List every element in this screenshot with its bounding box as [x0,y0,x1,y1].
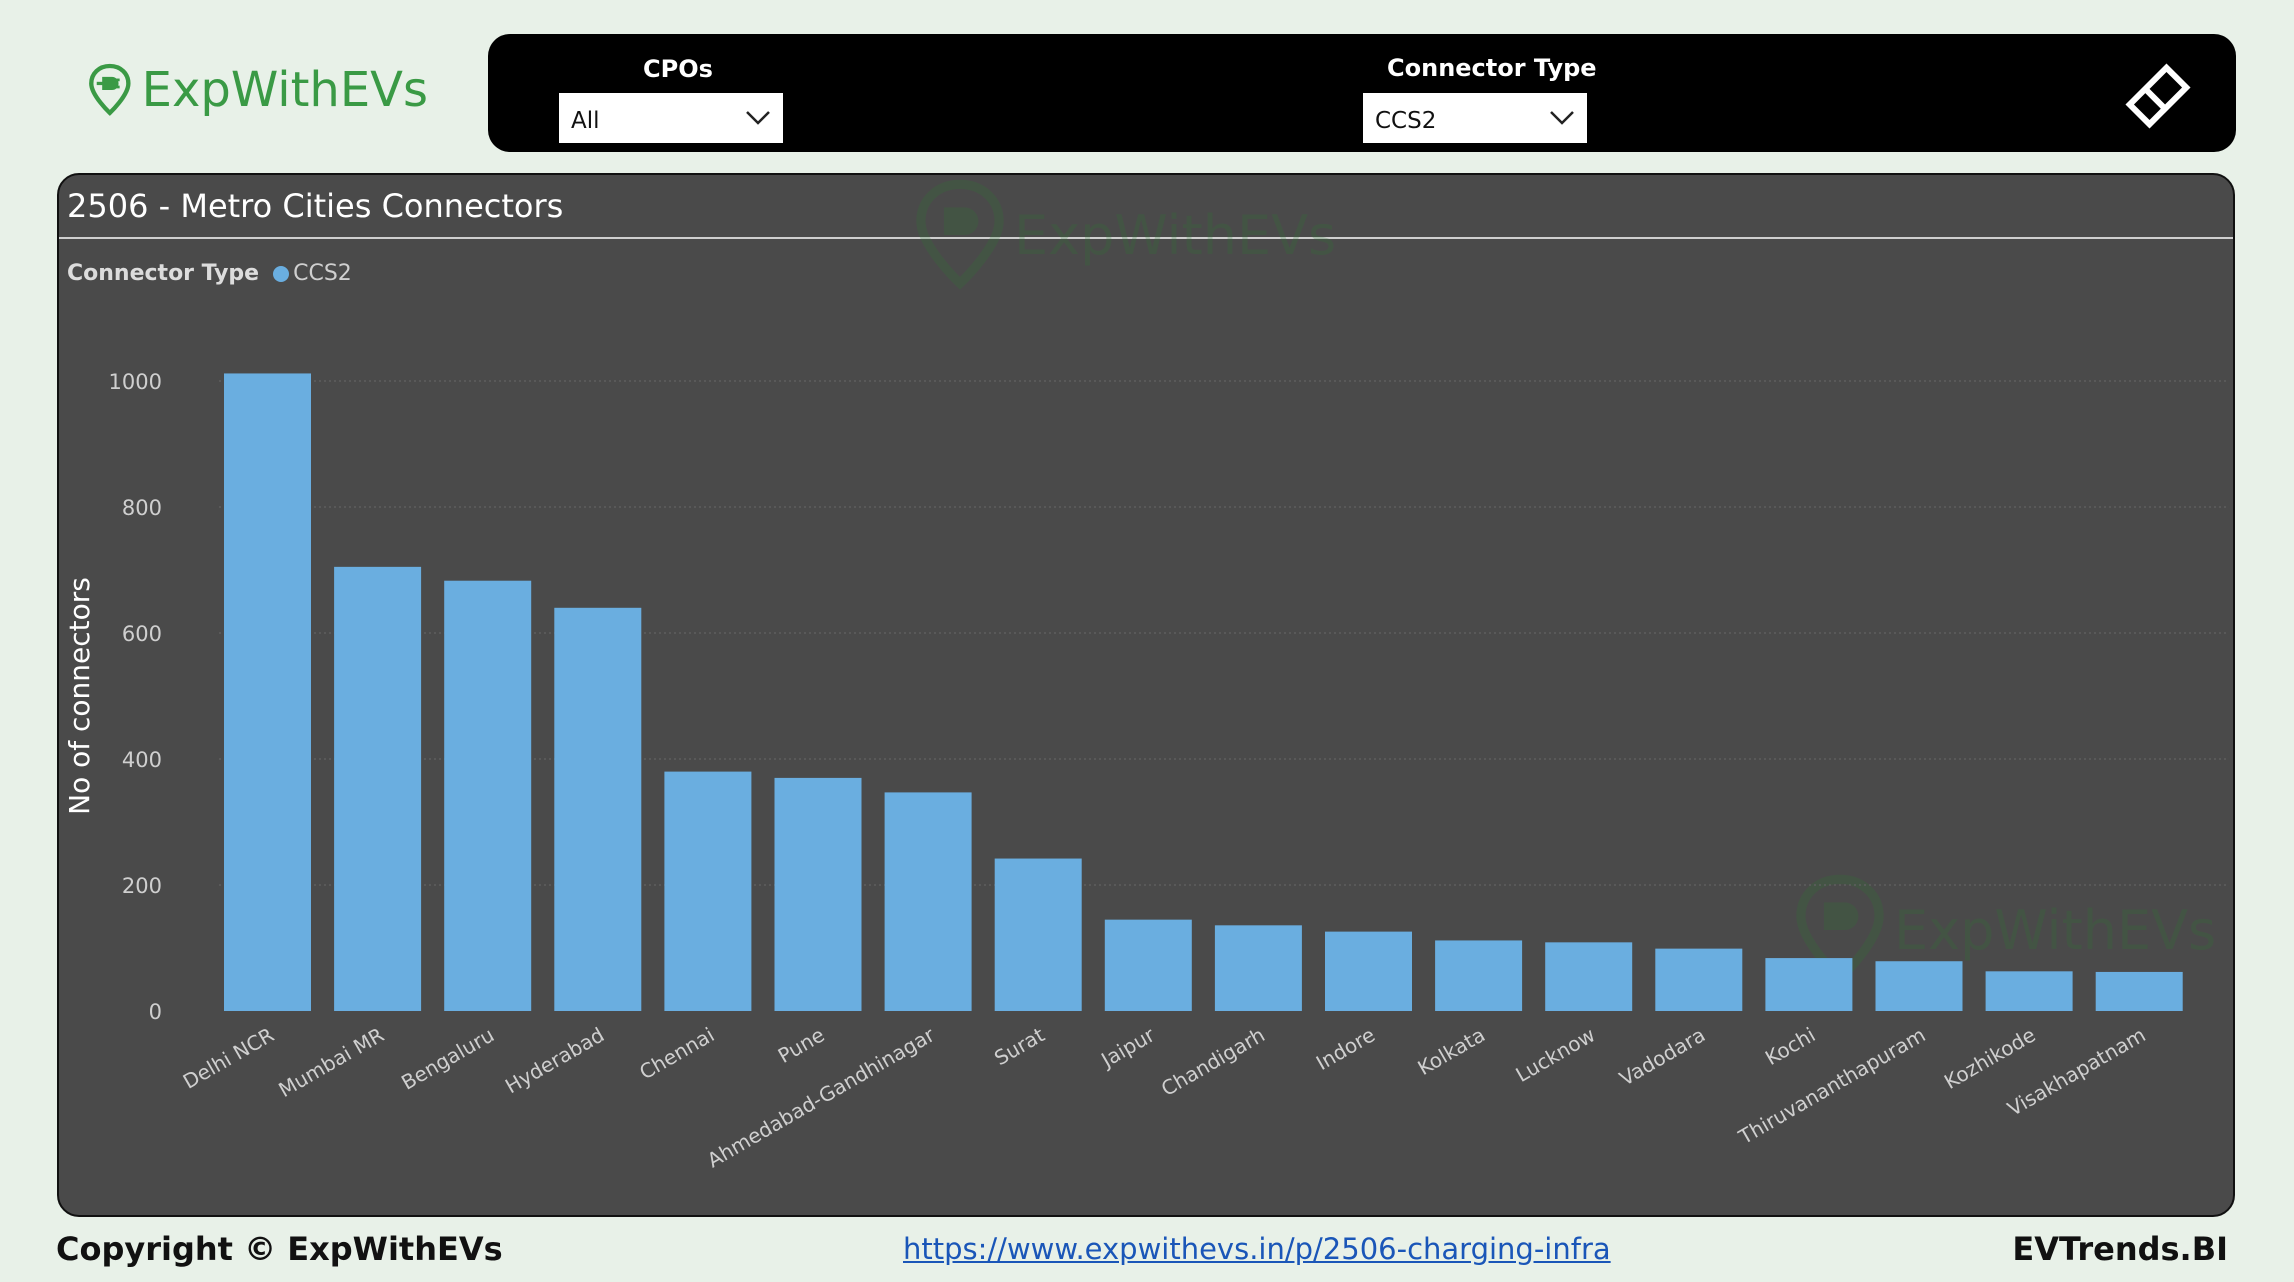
filter-bar: CPOs All Connector Type CCS2 [488,34,2236,152]
y-tick-label: 400 [122,748,162,772]
title-divider [59,237,2233,239]
legend-title: Connector Type [67,261,260,286]
bar [334,566,422,1011]
x-tick-label: Kolkata [1413,1023,1489,1081]
x-tick-label: Pune [774,1023,829,1068]
x-tick-label: Vadodara [1615,1023,1709,1091]
x-tick-label: Chennai [635,1023,718,1085]
footer-brand: EVTrends.BI [2012,1230,2228,1268]
watermark-top: ExpWithEVs [914,177,1336,293]
y-tick-label: 200 [122,874,162,898]
legend-series-label: CCS2 [293,261,352,286]
bar [664,771,752,1011]
bar [1545,942,1633,1011]
bar [884,792,972,1011]
bar [774,777,862,1011]
y-axis-title: No of connectors [63,577,96,815]
connector-dropdown-value: CCS2 [1375,108,1437,134]
watermark-text: ExpWithEVs [1894,898,2217,962]
chevron-down-icon [746,111,770,125]
y-tick-label: 600 [122,622,162,646]
copyright-text: Copyright © ExpWithEVs [56,1230,503,1268]
cpo-dropdown[interactable]: All [559,93,783,143]
bar-chart: 0 200 400 600 800 1000 No of connectors Delhi N… [63,370,2229,1172]
x-tick-label: Chandigarh [1157,1023,1269,1101]
cpo-filter-label: CPOs [643,55,713,83]
x-tick-label: Hyderabad [501,1023,608,1099]
bar [554,607,642,1011]
report-link[interactable]: https://www.expwithevs.in/p/2506-chargin… [903,1232,1611,1266]
plug-pin-icon [916,179,1004,290]
y-tick-label: 800 [122,496,162,520]
x-tick-label: Thiruvananthapuram [1734,1023,1930,1150]
bar [224,373,311,1011]
eraser-icon[interactable] [2122,60,2194,132]
watermark-bottom: ExpWithEVs [1794,872,2216,988]
bar [1655,948,1743,1011]
legend-swatch [273,265,290,282]
bar [2095,971,2183,1011]
bar [1875,961,1963,1011]
x-tick-label: Kozhikode [1940,1023,2040,1094]
x-tick-label: Kochi [1761,1023,1819,1071]
x-tick-label: Lucknow [1512,1023,1600,1087]
chart-legend: Connector Type CCS2 [67,261,352,286]
brand-logo: ExpWithEVs [88,40,428,140]
y-tick-label: 1000 [109,370,162,394]
x-tick-label: Jaipur [1095,1022,1159,1073]
plug-pin-icon [89,63,131,116]
chart-title: 2506 - Metro Cities Connectors [67,187,564,225]
connector-dropdown[interactable]: CCS2 [1363,93,1587,143]
x-tick-label: Surat [990,1022,1049,1070]
y-tick-label: 0 [149,1000,162,1024]
logo-text: ExpWithEVs [141,62,428,118]
bar [994,858,1082,1011]
bar [1765,958,1853,1011]
x-tick-label: Delhi NCR [179,1023,278,1094]
chart-panel: 2506 - Metro Cities Connectors ExpWithEV… [57,173,2235,1217]
bar [444,580,532,1011]
chevron-down-icon [1550,111,1574,125]
bar [1104,919,1192,1011]
x-tick-label: Bengaluru [397,1023,498,1095]
cpo-dropdown-value: All [571,108,600,134]
connector-filter-label: Connector Type [1387,54,1597,82]
bar [1325,931,1412,1011]
bar [1985,971,2073,1011]
x-tick-label: Mumbai MR [274,1022,388,1102]
x-tick-label: Indore [1312,1023,1379,1076]
bar [1214,925,1302,1011]
bar [1435,940,1523,1011]
watermark-text: ExpWithEVs [1014,203,1337,267]
